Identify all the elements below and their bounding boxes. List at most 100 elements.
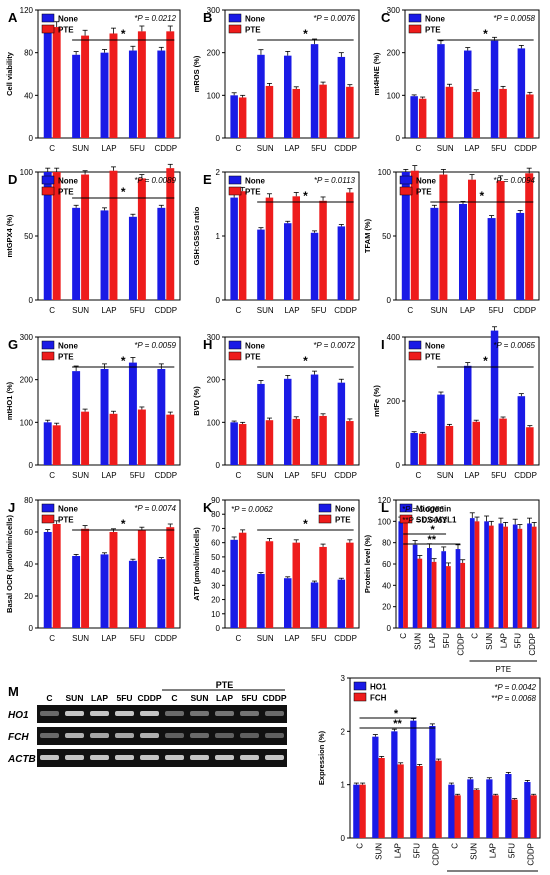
- bar-pte-c: [238, 97, 247, 138]
- y-axis-label: Basal OCR (pmol/min/cells): [5, 515, 14, 613]
- y-axis-label: mtFe (%): [372, 385, 381, 417]
- gel-band: [265, 733, 284, 738]
- legend-swatch: [318, 514, 332, 524]
- legend-label: None: [245, 15, 266, 24]
- gel-lane-label: 5FU: [241, 693, 257, 703]
- x-tick-label: 5FU: [311, 471, 326, 480]
- bar-pte-5fu: [499, 418, 507, 465]
- x-tick-label: 5FU: [491, 144, 506, 153]
- y-tick-label: 90: [211, 496, 220, 505]
- x-tick-label: LAP: [428, 633, 437, 648]
- legend-label: None: [335, 505, 356, 514]
- y-tick-label: 0: [29, 461, 34, 470]
- y-tick-label: 0: [216, 624, 221, 633]
- bar-none-5fu: [310, 232, 319, 300]
- bar-none-lap: [283, 578, 292, 628]
- bar-sds-myl1-cddp: [460, 562, 466, 628]
- y-tick-label: 100: [378, 168, 392, 177]
- chart-panel-d: 0 50 100 mtGPX4 (%) C SUN LAP 5FU CDDP None PTE *P …: [5, 163, 181, 315]
- x-tick-label: C: [356, 843, 365, 849]
- x-tick-label: SUN: [470, 843, 479, 860]
- bar-pte-cddp: [166, 31, 175, 138]
- legend-label: PTE: [335, 516, 351, 525]
- x-tick-label: 5FU: [413, 843, 422, 858]
- bar-pte-lap: [292, 542, 301, 628]
- y-tick-label: 40: [211, 567, 220, 576]
- x-tick-label: 5FU: [311, 306, 326, 315]
- x-tick-label: C: [471, 633, 480, 639]
- bar-fch-lap: [397, 764, 404, 838]
- legend-label: PTE: [58, 516, 74, 525]
- panel-letter: L: [381, 500, 389, 515]
- p-value-label: *P = 0.0042: [494, 683, 536, 692]
- significance-star: *: [303, 27, 308, 41]
- gel-lane-label: CDDP: [137, 693, 161, 703]
- gel-band: [40, 711, 59, 716]
- y-tick-label: 120: [20, 6, 34, 15]
- gel-band: [65, 733, 84, 738]
- bar-sds-myl1-c: [474, 521, 480, 628]
- legend-label: HO1: [370, 683, 387, 692]
- bar-pte-sun: [81, 528, 90, 628]
- x-tick-label: LAP: [101, 471, 116, 480]
- bar-none-cddp: [157, 559, 166, 628]
- p-value-label: *P = 0.0072: [313, 341, 355, 350]
- legend-label: PTE: [245, 188, 261, 197]
- bar-none-5fu: [128, 362, 137, 465]
- bar-none-5fu: [310, 582, 319, 628]
- plot-frame: [37, 336, 181, 466]
- bar-none-c: [410, 96, 418, 138]
- bar-miogenin-c: [469, 518, 475, 628]
- bar-fch-cddp: [530, 795, 537, 838]
- bar-none-5fu: [128, 50, 137, 138]
- chart-panel-j: 0 20 40 60 80 Basal OCR (pmol/min/cells) C SUN L…: [5, 496, 181, 643]
- bar-pte-5fu: [137, 530, 146, 628]
- panel-letter: M: [8, 684, 19, 699]
- y-tick-label: 70: [211, 524, 220, 533]
- bar-pte-lap: [109, 532, 118, 628]
- y-tick-label: 200: [20, 376, 34, 385]
- y-tick-label: 0: [396, 461, 401, 470]
- bar-none-5fu: [487, 218, 496, 300]
- y-tick-label: 80: [382, 539, 391, 548]
- x-tick-label: CDDP: [456, 633, 465, 656]
- panel-letter: A: [8, 10, 18, 25]
- bar-pte-5fu: [319, 546, 327, 628]
- x-tick-label: C: [49, 144, 55, 153]
- gel-band: [115, 755, 134, 760]
- p-value-label: *P = 0.0086: [402, 505, 444, 514]
- legend-swatch: [399, 186, 413, 196]
- p-value-label: *P = 0.0062: [231, 505, 273, 514]
- bar-pte-cddp: [526, 427, 534, 465]
- x-tick-label: CDDP: [528, 633, 537, 656]
- chart-panel-f: 0 50 100 TFAM (%) C SUN LAP 5FU CDDP None PTE *P = …: [363, 165, 540, 315]
- gel-group-label: PTE: [216, 680, 234, 690]
- bar-none-lap: [283, 378, 292, 465]
- bar-none-cddp: [337, 226, 346, 300]
- bar-pte-lap: [468, 179, 477, 300]
- bar-none-lap: [463, 365, 472, 465]
- bar-fch-c: [359, 784, 366, 838]
- y-tick-label: 0: [216, 134, 221, 143]
- x-tick-label: 5FU: [442, 633, 451, 648]
- x-tick-label: C: [236, 306, 242, 315]
- bar-ho1-lap: [391, 731, 398, 838]
- gel-lane-label: LAP: [216, 693, 233, 703]
- y-tick-label: 100: [20, 168, 34, 177]
- y-tick-label: 0: [29, 296, 34, 305]
- bar-pte-sun: [445, 425, 454, 465]
- y-tick-label: 0: [216, 296, 221, 305]
- x-tick-label: 5FU: [514, 633, 523, 648]
- x-tick-label: C: [236, 634, 242, 643]
- y-tick-label: 300: [207, 333, 221, 342]
- legend-swatch: [41, 13, 55, 23]
- bar-pte-cddp: [346, 421, 354, 465]
- y-tick-label: 30: [211, 581, 220, 590]
- x-tick-label: CDDP: [154, 634, 177, 643]
- y-tick-label: 200: [207, 376, 221, 385]
- y-tick-label: 300: [20, 333, 34, 342]
- y-tick-label: 40: [382, 581, 391, 590]
- x-tick-label: LAP: [101, 306, 116, 315]
- y-tick-label: 3: [341, 674, 346, 683]
- bar-pte-5fu: [137, 31, 146, 138]
